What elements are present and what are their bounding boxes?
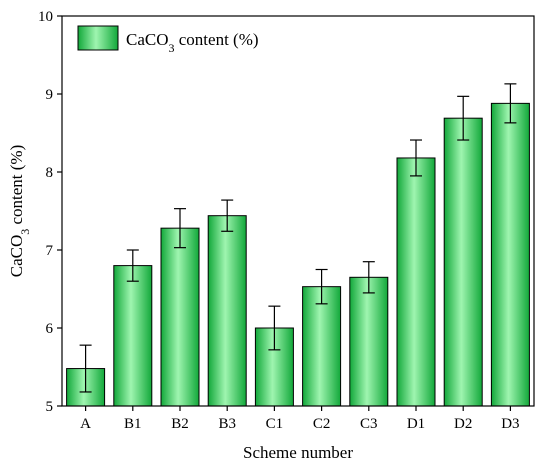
y-axis-ticks: 5 6 7 8 9 10 — [38, 9, 62, 415]
error-bar-D1 — [410, 139, 422, 177]
y-axis-title: CaCO3 content (%) — [7, 145, 32, 278]
bar-D1 — [396, 157, 436, 407]
x-axis-title: Scheme number — [243, 443, 353, 462]
legend: CaCO3 content (%) — [77, 25, 259, 55]
bar-C3 — [349, 276, 389, 407]
bar-C2 — [302, 286, 342, 407]
x-tick-label-D2: D2 — [454, 416, 472, 432]
error-bar-D2 — [457, 95, 470, 141]
bars-group — [66, 102, 530, 407]
y-tick-label-6: 6 — [46, 321, 54, 337]
x-tick-label-D1: D1 — [407, 416, 425, 432]
error-bar-C3 — [362, 261, 375, 294]
bar-D2 — [443, 117, 483, 407]
y-tick-label-10: 10 — [38, 9, 53, 25]
bar-B2 — [160, 227, 200, 407]
plot-area-frame — [61, 15, 535, 407]
y-tick-label-5: 5 — [46, 399, 54, 415]
x-tick-label-D3: D3 — [501, 416, 519, 432]
error-bar-C2 — [315, 268, 328, 305]
legend-label: CaCO3 content (%) — [126, 30, 259, 55]
x-tick-label-C3: C3 — [360, 416, 378, 432]
bar-B3 — [207, 215, 247, 407]
error-bar-B1 — [126, 249, 139, 282]
y-tick-label-7: 7 — [46, 243, 54, 259]
x-axis-ticks: A B1 B2 B3 C1 C2 C3 D1 D2 D3 — [80, 406, 520, 432]
x-tick-label-C1: C1 — [266, 416, 284, 432]
y-tick-label-9: 9 — [46, 87, 54, 103]
error-bar-C1 — [268, 305, 281, 351]
error-bar-A — [79, 344, 92, 393]
y-tick-label-8: 8 — [46, 165, 54, 181]
bar-D3 — [490, 102, 530, 407]
error-bar-B2 — [174, 208, 186, 249]
x-tick-label-C2: C2 — [313, 416, 331, 432]
error-bar-B3 — [221, 199, 234, 232]
bar-B1 — [113, 265, 153, 407]
x-tick-label-B1: B1 — [124, 416, 142, 432]
legend-swatch — [77, 25, 119, 51]
x-tick-label-B3: B3 — [218, 416, 236, 432]
error-bar-D3 — [504, 83, 517, 124]
x-tick-label-A: A — [80, 416, 91, 432]
error-bars-group — [79, 83, 517, 393]
x-tick-label-B2: B2 — [171, 416, 189, 432]
